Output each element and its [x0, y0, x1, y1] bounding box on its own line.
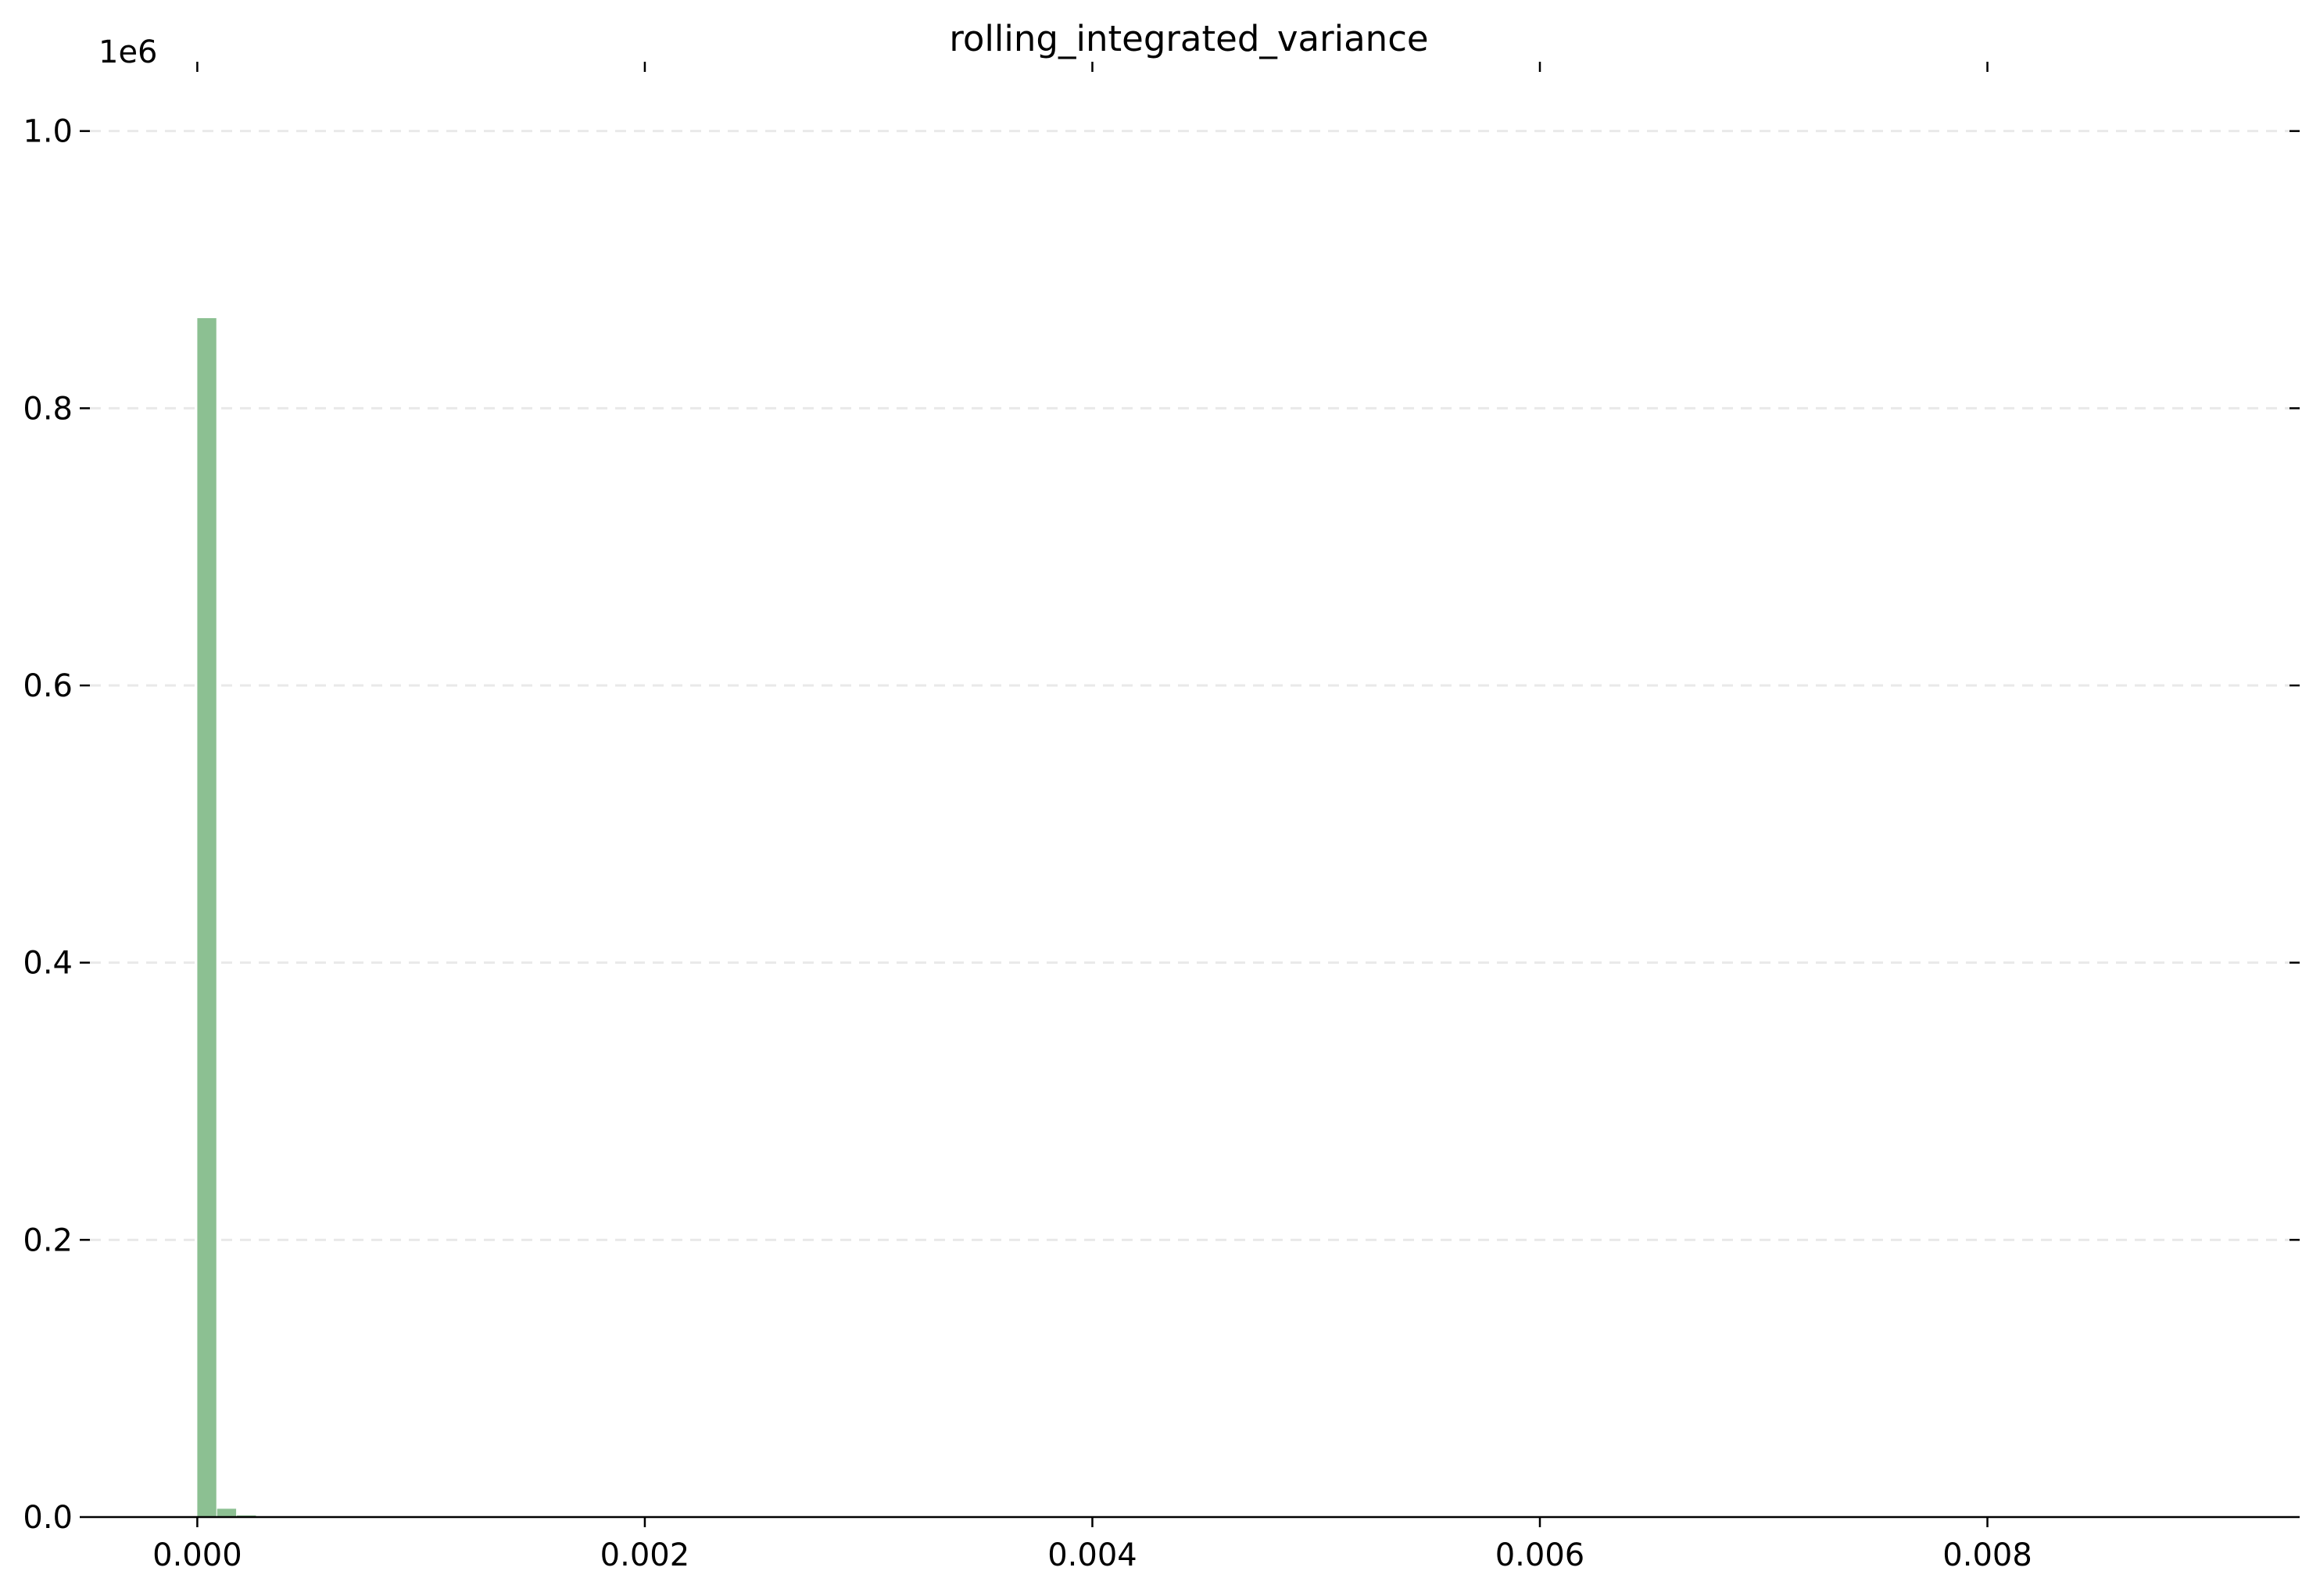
x-tick-label: 0.002 [600, 1537, 690, 1573]
y-axis-offset-label: 1e6 [98, 34, 158, 70]
x-axis-ticks: 0.000 0.002 0.004 0.006 0.008 [152, 62, 2032, 1573]
histogram-bar [217, 1508, 237, 1517]
y-tick-label: 0.0 [23, 1500, 73, 1536]
y-tick-label: 0.6 [23, 668, 73, 704]
histogram-bar [197, 318, 217, 1518]
histogram-bars [197, 318, 276, 1518]
y-axis-ticks: 0.0 0.2 0.4 0.6 0.8 1.0 [23, 114, 2300, 1536]
x-tick-label: 0.006 [1495, 1537, 1585, 1573]
x-tick-label: 0.004 [1047, 1537, 1137, 1573]
y-tick-label: 1.0 [23, 114, 73, 150]
y-tick-label: 0.4 [23, 946, 73, 982]
chart-title: rolling_integrated_variance [949, 18, 1428, 59]
y-tick-label: 0.2 [23, 1222, 73, 1258]
x-tick-label: 0.000 [152, 1537, 242, 1573]
y-tick-label: 0.8 [23, 391, 73, 427]
grid-lines [90, 130, 2289, 1241]
x-tick-label: 0.008 [1942, 1537, 2032, 1573]
